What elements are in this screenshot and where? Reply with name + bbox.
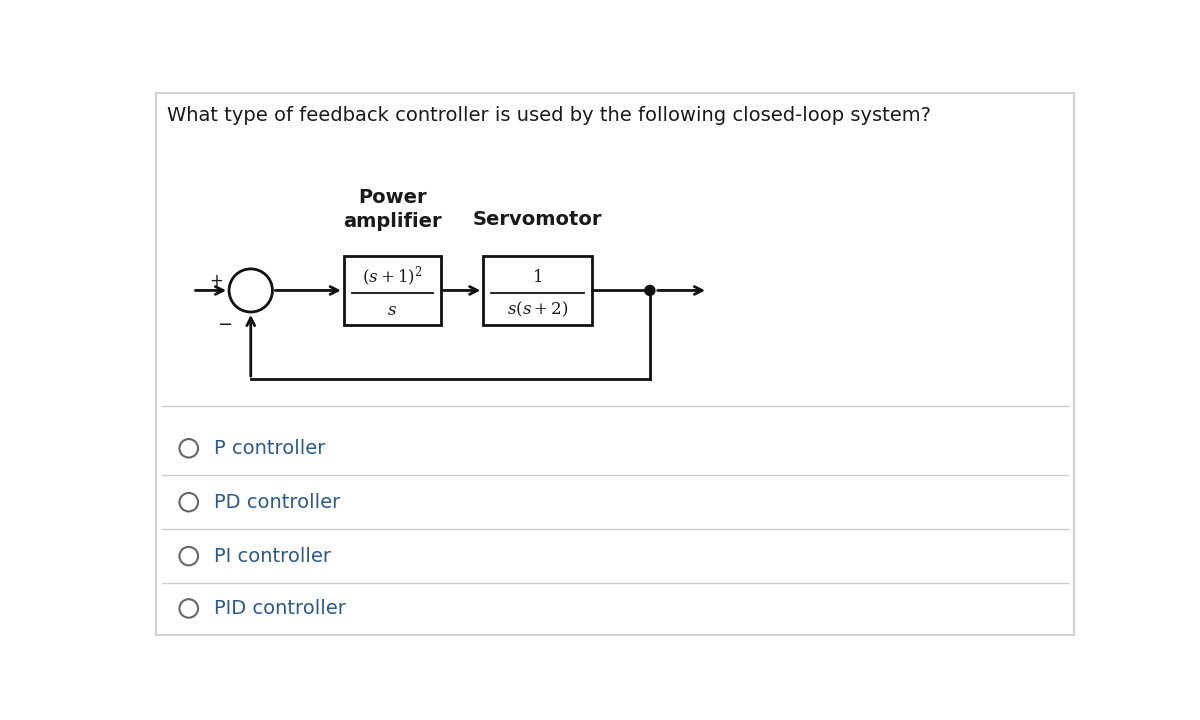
Text: $s$: $s$ (388, 301, 397, 319)
Text: PI controller: PI controller (214, 546, 330, 566)
Text: +: + (209, 272, 223, 290)
Text: $s(s + 2)$: $s(s + 2)$ (506, 300, 569, 320)
Bar (343, 256, 440, 325)
Text: $(s + 1)^2$: $(s + 1)^2$ (362, 264, 422, 289)
Text: PD controller: PD controller (214, 492, 340, 512)
Bar (484, 256, 592, 325)
Text: What type of feedback controller is used by the following closed-loop system?: What type of feedback controller is used… (167, 106, 931, 125)
Text: $1$: $1$ (533, 268, 542, 286)
Text: −: − (217, 316, 233, 334)
Text: Servomotor: Servomotor (473, 210, 602, 229)
Text: PID controller: PID controller (214, 599, 346, 618)
Text: P controller: P controller (214, 438, 325, 458)
Text: Power
amplifier: Power amplifier (343, 189, 442, 231)
Circle shape (644, 285, 655, 295)
